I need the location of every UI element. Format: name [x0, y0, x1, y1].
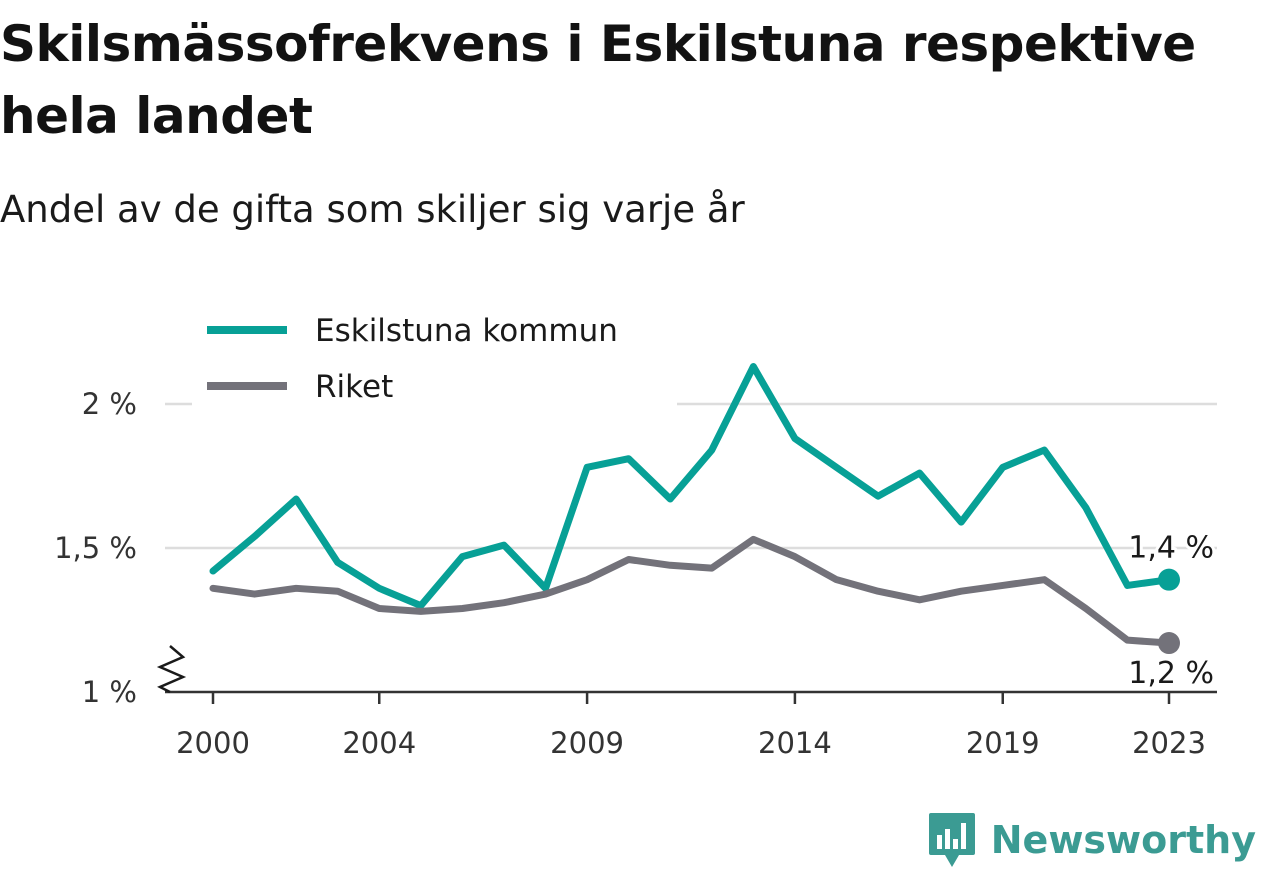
- x-tick-label: 2009: [550, 726, 624, 760]
- newsworthy-logo-icon: [928, 813, 975, 867]
- axes: 1 % 1,5 % 2 % 2000 2004 2009 2014 2019 2023: [54, 387, 1217, 760]
- x-tick-label: 2023: [1132, 726, 1206, 760]
- series-end-point: [1158, 568, 1180, 591]
- x-tick-label: 2000: [176, 726, 250, 760]
- x-tick-label: 2014: [758, 726, 832, 760]
- y-tick-label: 2 %: [82, 387, 137, 421]
- series-end-label: 1,4 %: [1128, 531, 1214, 566]
- series-line: [209, 535, 1173, 647]
- end-labels: 1,4 % 1,2 %: [1125, 528, 1217, 694]
- newsworthy-logo: Newsworthy: [927, 811, 1256, 869]
- y-tick-label: 1 %: [82, 675, 137, 709]
- legend-background: [192, 305, 677, 415]
- axis-break-icon: [156, 645, 187, 694]
- brand-name: Newsworthy: [990, 818, 1256, 862]
- y-tick-label: 1,5 %: [54, 531, 137, 565]
- chart-subtitle: Andel av de gifta som skiljer sig varje …: [0, 188, 745, 231]
- x-tick-label: 2004: [342, 726, 416, 760]
- legend: Eskilstuna kommun Riket: [192, 305, 677, 415]
- legend-label: Riket: [315, 369, 393, 405]
- legend-label: Eskilstuna kommun: [315, 313, 618, 349]
- series-lines: [209, 363, 1180, 655]
- chart-title: Skilsmässofrekvens i Eskilstuna respekti…: [0, 15, 1196, 145]
- series-end-point: [1158, 632, 1180, 655]
- x-tick-label: 2019: [966, 726, 1040, 760]
- series-line: [209, 363, 1173, 610]
- series-end-label: 1,2 %: [1128, 656, 1214, 691]
